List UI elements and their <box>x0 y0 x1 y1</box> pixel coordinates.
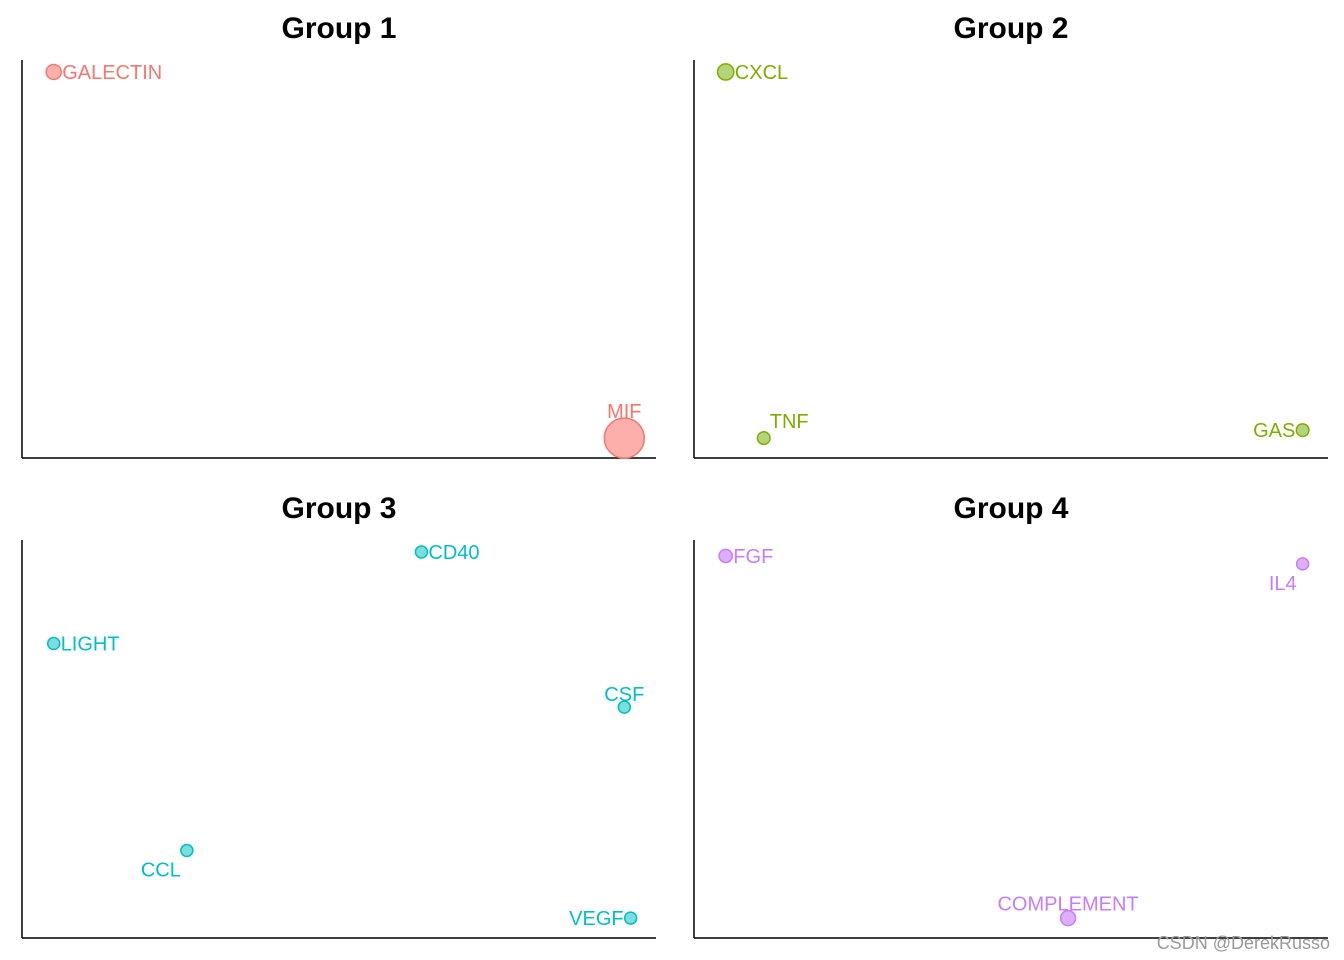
data-point-mif <box>603 417 646 459</box>
panel-3: Group 3 CD40 LIGHT CSF CCL VEGF <box>21 492 656 939</box>
data-point-cxcl <box>716 63 735 81</box>
point-label-mif: MIF <box>607 401 641 423</box>
data-point-light <box>46 636 61 651</box>
panel-title: Group 2 <box>953 12 1068 45</box>
point-label-gas: GAS <box>1253 420 1295 442</box>
point-label-vegf: VEGF <box>569 908 623 930</box>
point-label-ccl: CCL <box>141 859 181 881</box>
panel-title: Group 1 <box>281 12 396 45</box>
point-label-fgf: FGF <box>733 546 773 568</box>
data-point-tnf <box>756 431 771 446</box>
data-point-complement <box>1059 909 1077 927</box>
panel-2: Group 2 CXCL TNF GAS <box>693 12 1328 459</box>
data-point-cd40 <box>414 545 429 559</box>
data-point-ccl <box>180 843 194 858</box>
point-label-tnf: TNF <box>770 411 809 433</box>
point-label-cd40: CD40 <box>428 542 479 564</box>
point-label-galectin: GALECTIN <box>62 62 162 84</box>
panel-title: Group 3 <box>281 492 396 525</box>
watermark: CSDN @DerekRusso <box>1156 933 1330 953</box>
data-point-gas <box>1295 423 1310 438</box>
point-label-complement: COMPLEMENT <box>997 894 1138 916</box>
data-point-csf <box>617 700 632 714</box>
panel-1: Group 1 GALECTIN MIF <box>21 12 656 459</box>
point-label-il4: IL4 <box>1269 573 1297 595</box>
point-label-cxcl: CXCL <box>735 62 788 84</box>
data-point-il4 <box>1295 557 1310 571</box>
point-label-csf: CSF <box>604 684 644 706</box>
point-label-light: LIGHT <box>61 633 120 655</box>
data-point-galectin <box>45 63 62 81</box>
data-point-fgf <box>718 548 734 564</box>
data-point-vegf <box>623 911 638 925</box>
panel-title: Group 4 <box>953 492 1068 525</box>
panel-4: Group 4 FGF IL4 COMPLEMENT <box>693 492 1328 939</box>
